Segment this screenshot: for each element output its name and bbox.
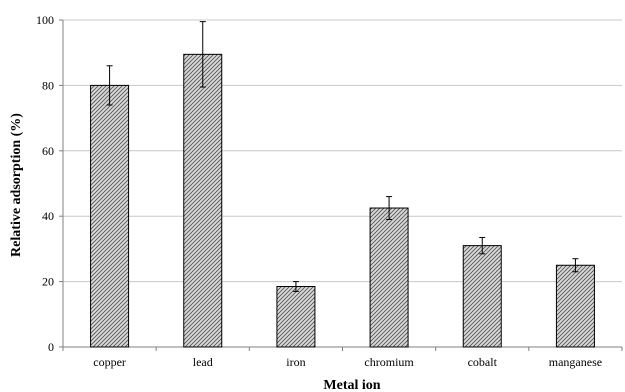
x-tick-label: lead [193,355,213,369]
bar-copper [90,84,130,348]
error-bars [106,21,579,292]
bar-manganese [555,264,595,348]
bar-cobalt [462,245,502,348]
x-tick-label: manganese [549,355,602,369]
y-tick-label: 80 [42,78,54,92]
gridlines [63,19,622,283]
bar-iron [276,286,316,348]
y-tick-label: 0 [48,340,54,354]
bar-lead [183,53,223,348]
y-tick-label: 20 [42,275,54,289]
y-tick-label: 100 [36,13,54,27]
x-tick-label: cobalt [468,355,498,369]
x-axis-title: Metal ion [323,378,380,392]
tick-labels: 0 20 40 60 80 100 copper lead iron chromium cobalt… [36,13,602,369]
bar-chromium [369,207,409,348]
x-tick-label: copper [93,355,126,369]
y-tick-label: 60 [42,144,54,158]
x-tick-label: iron [286,355,305,369]
axes [59,19,623,351]
y-axis-title: Relative adsorption (%) [9,113,24,257]
x-tick-label: chromium [364,355,414,369]
y-tick-label: 40 [42,209,54,223]
bars [90,53,595,348]
